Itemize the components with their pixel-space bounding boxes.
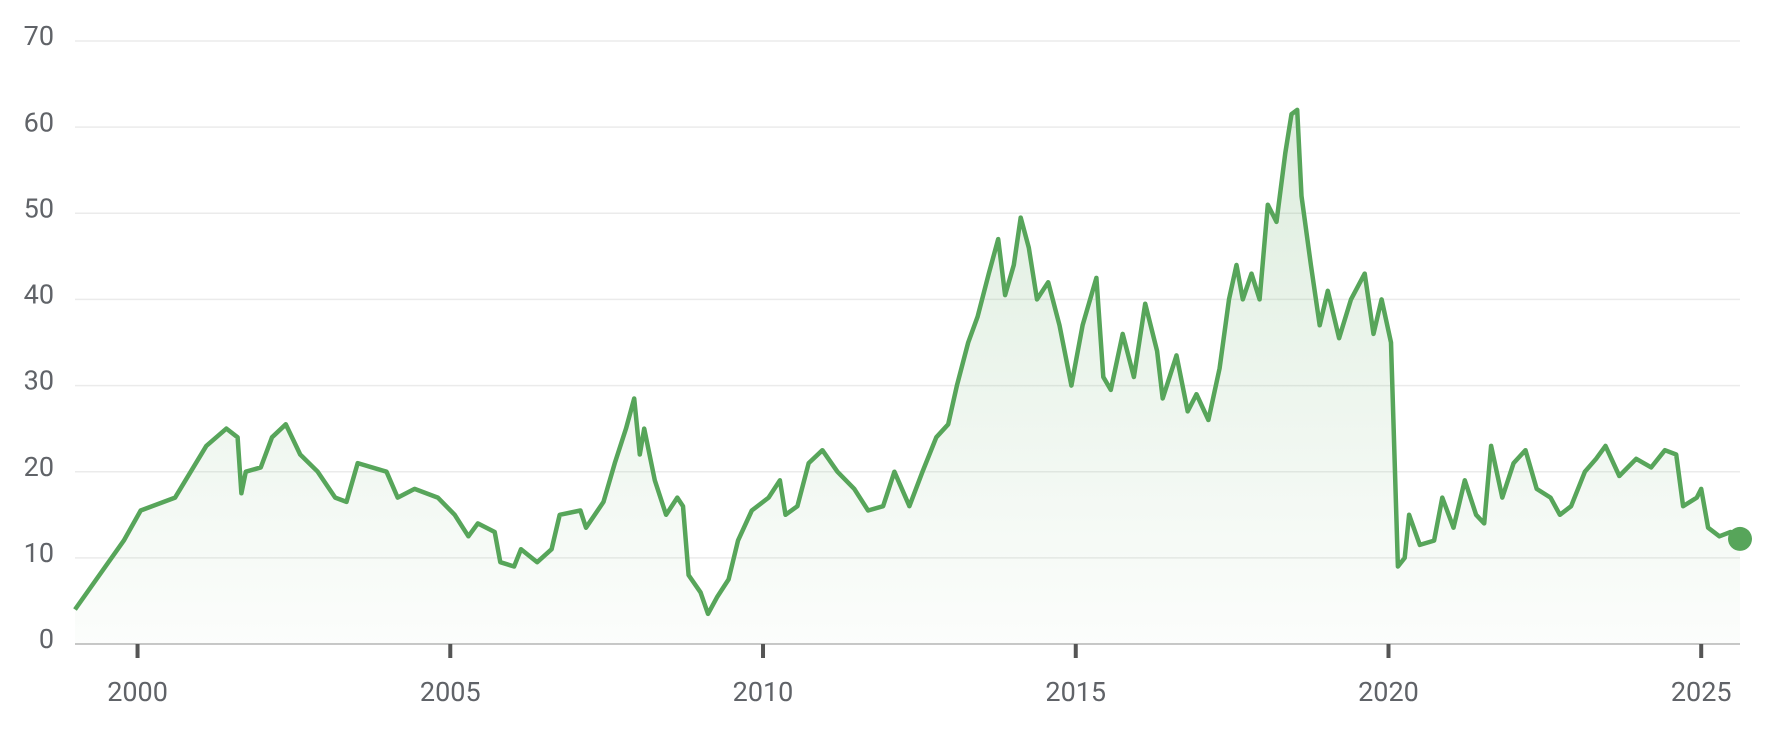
- y-tick-label: 40: [24, 279, 54, 311]
- x-tick-label: 2000: [107, 676, 168, 708]
- x-tick-label: 2020: [1358, 676, 1419, 708]
- price-line: [73, 107, 1742, 617]
- y-tick-label: 10: [24, 537, 54, 569]
- area-fill: [75, 109, 1740, 644]
- y-tick-label: 20: [24, 451, 54, 483]
- y-tick-label: 70: [24, 20, 54, 52]
- last-point: [1728, 526, 1752, 551]
- x-tick-label: 2005: [420, 676, 481, 708]
- x-tick-label: 2025: [1671, 676, 1732, 708]
- x-tick-label: 2015: [1045, 676, 1106, 708]
- y-tick-label: 50: [24, 192, 54, 224]
- y-tick-label: 0: [39, 623, 54, 655]
- y-tick-label: 60: [24, 106, 54, 138]
- x-tick-label: 2010: [733, 676, 794, 708]
- y-tick-label: 30: [24, 365, 54, 397]
